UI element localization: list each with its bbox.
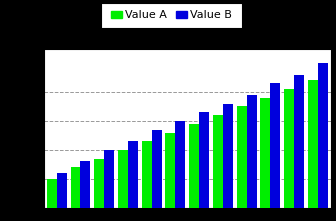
Bar [260, 98, 270, 208]
Bar [152, 130, 162, 208]
Bar [165, 133, 175, 208]
Bar [294, 75, 304, 208]
Bar [247, 95, 257, 208]
Bar [318, 63, 328, 208]
Legend: Value A, Value B: Value A, Value B [111, 10, 232, 21]
Bar [118, 150, 128, 208]
Bar [223, 104, 233, 208]
Bar [128, 141, 138, 208]
Bar [237, 107, 247, 208]
Bar [284, 89, 294, 208]
Bar [142, 141, 152, 208]
Bar [270, 83, 280, 208]
Bar [94, 158, 104, 208]
Bar [57, 173, 67, 208]
Bar [71, 167, 81, 208]
Bar [104, 150, 114, 208]
Bar [47, 179, 57, 208]
Bar [199, 112, 209, 208]
Bar [81, 162, 90, 208]
Bar [308, 80, 318, 208]
Bar [175, 121, 185, 208]
Bar [213, 115, 223, 208]
Bar [189, 124, 199, 208]
